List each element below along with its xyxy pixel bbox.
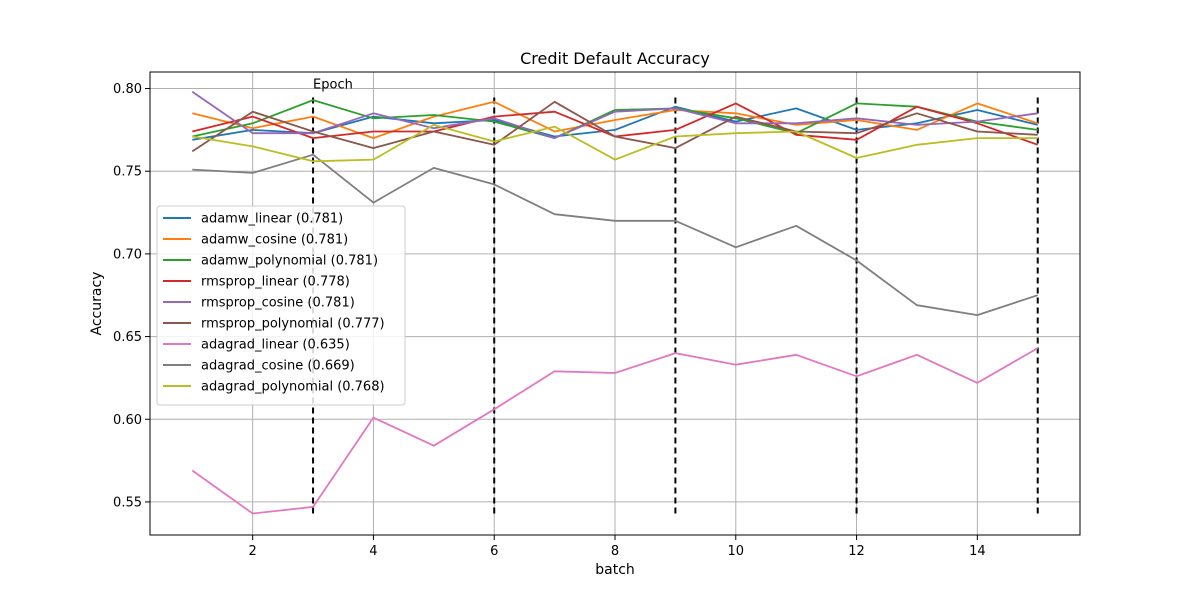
legend-entry: adagrad_cosine (0.669) <box>201 359 355 374</box>
series-line <box>192 99 1038 140</box>
series-line <box>191 347 1039 515</box>
y-tick-label: 0.60 <box>113 413 142 428</box>
y-tick-label: 0.80 <box>113 82 142 97</box>
legend-entry: rmsprop_linear (0.778) <box>201 275 350 290</box>
x-tick-label: 14 <box>969 544 986 559</box>
legend-entry: rmsprop_polynomial (0.777) <box>201 317 385 332</box>
epoch-markers <box>312 93 1039 514</box>
legend-entry: adamw_polynomial (0.781) <box>201 254 378 269</box>
series-line <box>192 105 1038 141</box>
x-tick-label: 4 <box>369 544 377 559</box>
series-line <box>192 100 1038 140</box>
x-tick-label: 2 <box>249 544 257 559</box>
y-axis-ticks: 0.55 0.60 0.65 0.70 0.75 0.80 <box>113 82 150 510</box>
series-line <box>191 91 1038 140</box>
y-tick-label: 0.70 <box>113 247 142 262</box>
series-line <box>191 100 1038 153</box>
series-line <box>192 153 1038 317</box>
x-axis-label: batch <box>595 562 635 578</box>
legend-entry: adamw_cosine (0.781) <box>201 233 348 248</box>
epoch-annotation: Epoch <box>313 77 353 92</box>
legend-box <box>156 205 406 406</box>
x-tick-label: 10 <box>728 544 745 559</box>
series-lines <box>191 91 1039 515</box>
series-line <box>192 124 1038 163</box>
legend-entry: rmsprop_cosine (0.781) <box>201 296 355 311</box>
y-tick-label: 0.65 <box>113 330 142 345</box>
y-axis-label: Accuracy <box>89 272 105 336</box>
chart-title: Credit Default Accuracy <box>520 49 710 68</box>
y-tick-label: 0.55 <box>113 495 142 510</box>
y-tick-label: 0.75 <box>113 165 142 180</box>
x-tick-label: 6 <box>490 544 498 559</box>
x-tick-label: 8 <box>611 544 619 559</box>
legend-entry: adamw_linear (0.781) <box>201 212 343 227</box>
legend: adamw_linear (0.781) adamw_cosine (0.781)… <box>156 205 406 406</box>
x-tick-label: 12 <box>848 544 865 559</box>
legend-entry: adagrad_linear (0.635) <box>201 338 350 353</box>
legend-entry: adagrad_polynomial (0.768) <box>201 380 385 395</box>
x-axis-ticks: 2 4 6 8 10 12 14 <box>249 535 986 559</box>
